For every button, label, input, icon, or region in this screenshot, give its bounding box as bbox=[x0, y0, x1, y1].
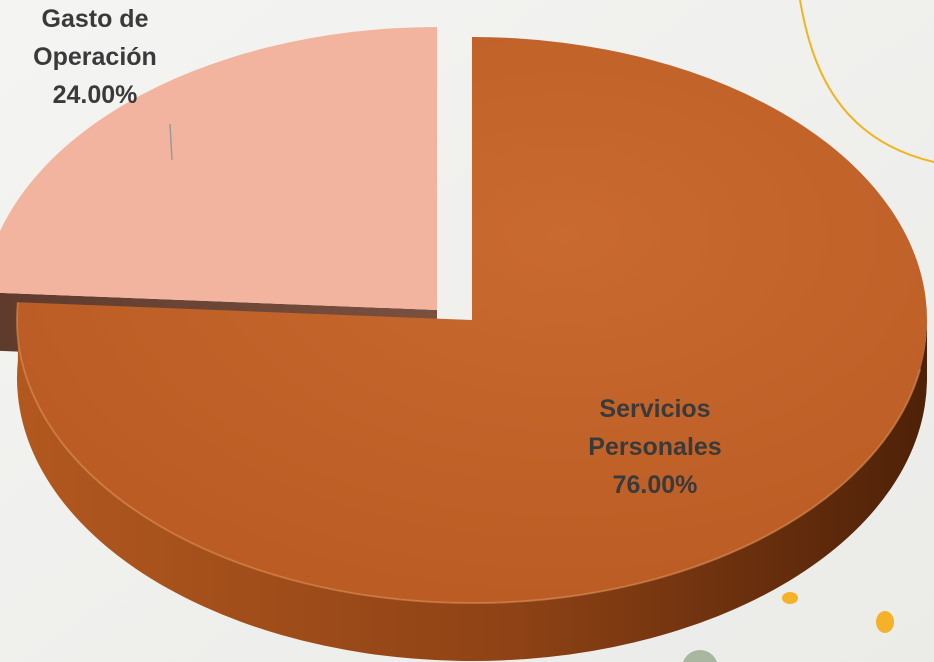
slice-label-gasto-line1: Gasto de bbox=[41, 5, 149, 33]
slice-label-servicios: Servicios Personales 76.00% bbox=[545, 390, 765, 504]
accent-dot bbox=[876, 611, 894, 633]
slice-side-servicios bbox=[16, 302, 927, 661]
accent-dot bbox=[683, 650, 717, 662]
slice-servicios bbox=[17, 37, 928, 603]
slice-gasto bbox=[0, 27, 437, 310]
slice-value-gasto: 24.00% bbox=[52, 81, 138, 109]
pie-slices bbox=[0, 27, 928, 661]
slice-rim-servicios bbox=[16, 302, 922, 605]
slice-value-servicios: 76.00% bbox=[612, 471, 698, 499]
accent-curve bbox=[799, 0, 934, 163]
slice-label-servicios-line2: Personales bbox=[588, 433, 722, 461]
slice-label-servicios-line1: Servicios bbox=[599, 395, 711, 423]
decorations bbox=[683, 0, 934, 662]
accent-dot bbox=[782, 592, 798, 604]
slice-label-gasto: Gasto de Operación 24.00% bbox=[0, 0, 190, 114]
leader-line-gasto bbox=[169, 123, 173, 161]
slice-label-gasto-line2: Operación bbox=[33, 43, 157, 71]
